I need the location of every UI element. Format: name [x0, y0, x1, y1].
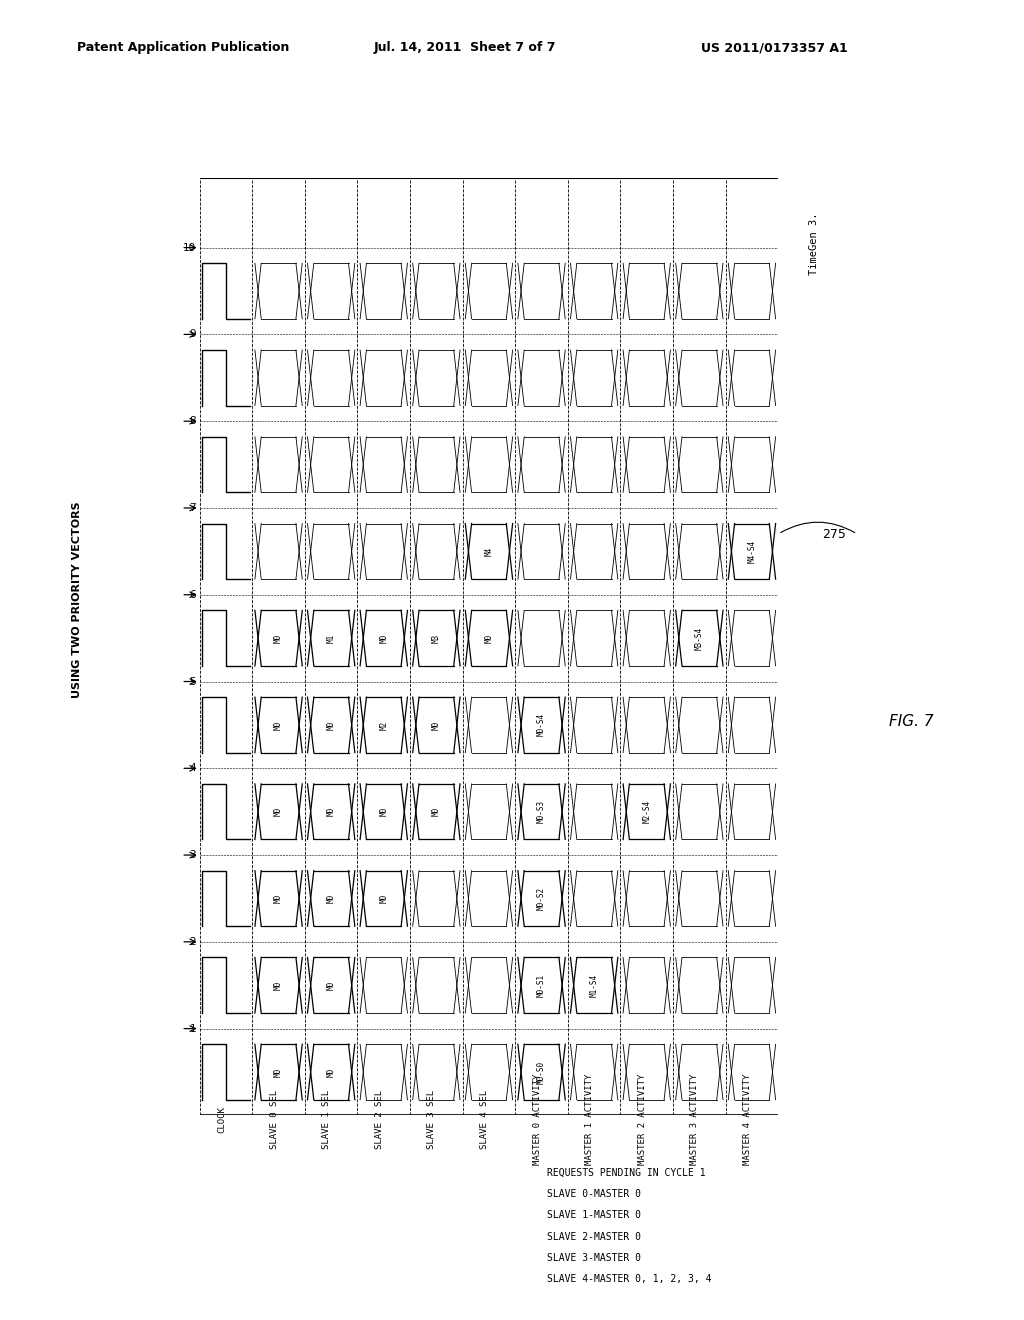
Text: M3: M3: [432, 634, 441, 643]
Text: M0: M0: [327, 981, 336, 990]
Text: CLOCK: CLOCK: [217, 1106, 226, 1133]
Text: M4-S4: M4-S4: [748, 540, 757, 562]
Text: M0-S1: M0-S1: [537, 974, 546, 997]
Text: 4: 4: [189, 763, 196, 774]
Text: FIG. 7: FIG. 7: [889, 714, 934, 729]
Text: M0: M0: [327, 894, 336, 903]
Text: SLAVE 4-MASTER 0, 1, 2, 3, 4: SLAVE 4-MASTER 0, 1, 2, 3, 4: [547, 1274, 712, 1284]
Text: USING TWO PRIORITY VECTORS: USING TWO PRIORITY VECTORS: [72, 502, 82, 698]
Text: M0: M0: [274, 807, 283, 816]
Text: 2: 2: [189, 937, 196, 946]
Text: MASTER 2 ACTIVITY: MASTER 2 ACTIVITY: [638, 1074, 647, 1166]
Text: M0: M0: [274, 981, 283, 990]
Text: M0: M0: [484, 634, 494, 643]
Text: 6: 6: [189, 590, 196, 599]
Text: M0: M0: [274, 634, 283, 643]
Text: MASTER 0 ACTIVITY: MASTER 0 ACTIVITY: [532, 1074, 542, 1166]
Text: 10: 10: [183, 243, 196, 252]
Text: SLAVE 3 SEL: SLAVE 3 SEL: [427, 1090, 436, 1150]
Text: 9: 9: [189, 330, 196, 339]
Text: TimeGen 3.: TimeGen 3.: [809, 213, 819, 275]
Text: SLAVE 1 SEL: SLAVE 1 SEL: [323, 1090, 331, 1150]
Text: MASTER 3 ACTIVITY: MASTER 3 ACTIVITY: [690, 1074, 699, 1166]
Text: SLAVE 0 SEL: SLAVE 0 SEL: [269, 1090, 279, 1150]
Text: 3: 3: [189, 850, 196, 861]
Text: REQUESTS PENDING IN CYCLE 1: REQUESTS PENDING IN CYCLE 1: [547, 1168, 706, 1179]
Text: M0: M0: [432, 807, 441, 816]
Text: M2-S4: M2-S4: [642, 800, 651, 824]
Text: SLAVE 2 SEL: SLAVE 2 SEL: [375, 1090, 384, 1150]
Text: M0-S4: M0-S4: [537, 713, 546, 737]
Text: SLAVE 2-MASTER 0: SLAVE 2-MASTER 0: [547, 1232, 641, 1242]
Text: M1-S4: M1-S4: [590, 974, 599, 997]
Text: US 2011/0173357 A1: US 2011/0173357 A1: [701, 41, 848, 54]
Text: M3-S4: M3-S4: [695, 627, 703, 649]
Text: SLAVE 1-MASTER 0: SLAVE 1-MASTER 0: [547, 1210, 641, 1221]
Text: M0: M0: [432, 721, 441, 730]
Text: SLAVE 0-MASTER 0: SLAVE 0-MASTER 0: [547, 1189, 641, 1200]
Text: M2: M2: [379, 721, 388, 730]
Text: 1: 1: [189, 1023, 196, 1034]
Text: 7: 7: [189, 503, 196, 513]
Text: 275: 275: [822, 528, 847, 541]
Text: Jul. 14, 2011  Sheet 7 of 7: Jul. 14, 2011 Sheet 7 of 7: [374, 41, 556, 54]
Text: M0: M0: [379, 807, 388, 816]
Text: M0-S2: M0-S2: [537, 887, 546, 909]
Text: M0: M0: [327, 1068, 336, 1077]
Text: M1: M1: [327, 634, 336, 643]
Text: M0-S3: M0-S3: [537, 800, 546, 824]
Text: Patent Application Publication: Patent Application Publication: [77, 41, 289, 54]
Text: MASTER 1 ACTIVITY: MASTER 1 ACTIVITY: [585, 1074, 594, 1166]
Text: M0: M0: [327, 807, 336, 816]
Text: M0: M0: [327, 721, 336, 730]
Text: M0: M0: [379, 634, 388, 643]
Text: SLAVE 4 SEL: SLAVE 4 SEL: [480, 1090, 489, 1150]
Text: M0-S0: M0-S0: [537, 1060, 546, 1084]
Text: M0: M0: [274, 721, 283, 730]
Text: M0: M0: [379, 894, 388, 903]
Text: MASTER 4 ACTIVITY: MASTER 4 ACTIVITY: [743, 1074, 752, 1166]
Text: M4: M4: [484, 546, 494, 556]
Text: 8: 8: [189, 416, 196, 426]
Text: SLAVE 3-MASTER 0: SLAVE 3-MASTER 0: [547, 1253, 641, 1263]
Text: 5: 5: [189, 677, 196, 686]
Text: M0: M0: [274, 1068, 283, 1077]
Text: M0: M0: [274, 894, 283, 903]
